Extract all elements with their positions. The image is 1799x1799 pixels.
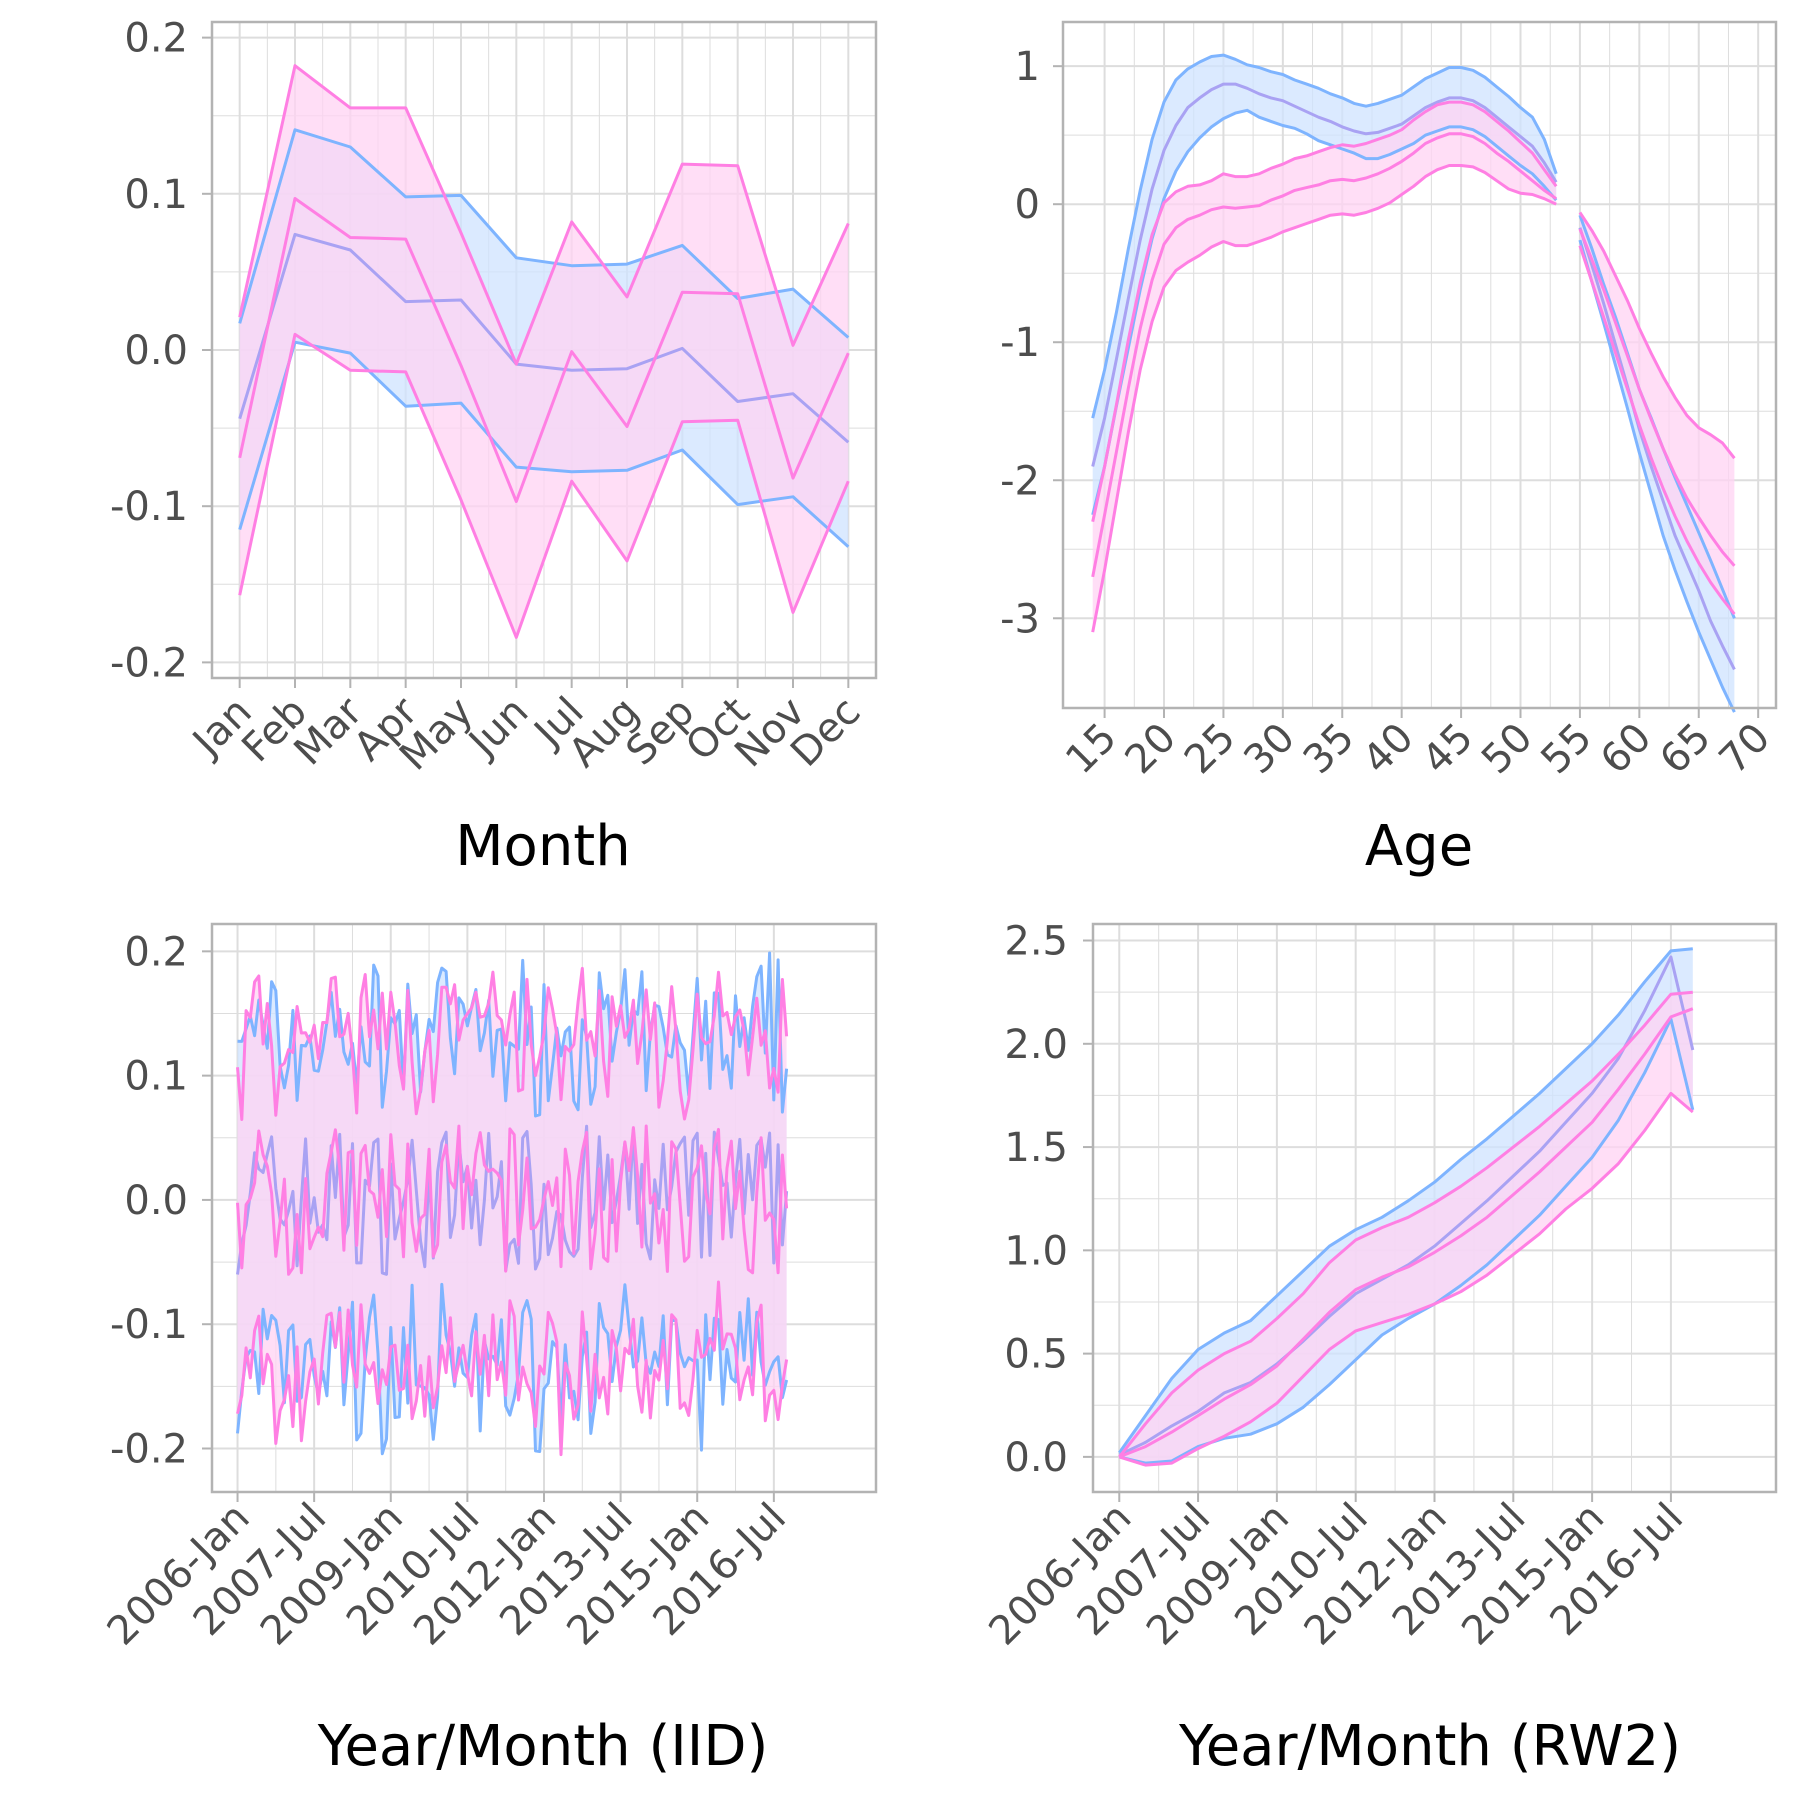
x-tick-label: 15	[1057, 715, 1126, 784]
x-tick-label: 60	[1592, 715, 1661, 784]
line-pink-upper	[236, 966, 789, 1121]
x-axis-title: Year/Month (RW2)	[1178, 1714, 1681, 1779]
line-blue-mean	[1118, 955, 1695, 1457]
y-tick-label: 0.1	[124, 1054, 188, 1100]
y-tick-label: 1.5	[1004, 1125, 1068, 1171]
line-pink-mean	[236, 1124, 789, 1276]
line-pink-upper	[1578, 211, 1736, 460]
x-axis-title: Month	[455, 814, 631, 879]
panel-rw2: 0.00.51.01.52.02.52006-Jan2007-Jul2009-J…	[980, 919, 1778, 1779]
line-pink-lower	[1578, 245, 1736, 616]
band-pink	[239, 65, 849, 638]
x-tick-label: Jun	[459, 689, 538, 768]
x-tick-label: 50	[1473, 715, 1542, 784]
y-tick-label: -0.2	[110, 640, 188, 686]
y-tick-label: 1.0	[1004, 1228, 1068, 1274]
line-blue-mean	[1091, 82, 1558, 467]
line-blue-upper	[238, 128, 850, 339]
line-pink-upper	[238, 64, 850, 366]
x-tick-label: 35	[1295, 715, 1364, 784]
panel-iid: -0.2-0.10.00.10.22006-Jan2007-Jul2009-Ja…	[99, 922, 878, 1779]
plot-frame	[210, 20, 878, 680]
x-tick-label: 65	[1651, 715, 1720, 784]
y-tick-label: 0.1	[124, 172, 188, 218]
y-tick-label: 0.5	[1004, 1332, 1068, 1378]
band-pink	[1092, 102, 1557, 633]
line-blue-lower	[1091, 108, 1558, 516]
band-pink	[237, 968, 787, 1455]
x-tick-label: 45	[1414, 715, 1483, 784]
y-tick-label: 2.5	[1004, 919, 1068, 965]
line-pink-lower	[1118, 1091, 1694, 1467]
x-tick-label: 30	[1235, 715, 1304, 784]
x-tick-label: 55	[1532, 715, 1601, 784]
line-pink-lower	[1091, 164, 1557, 633]
y-tick-label: 0.0	[124, 328, 188, 374]
line-blue-lower	[1578, 239, 1736, 713]
y-tick-label: -3	[1000, 596, 1040, 642]
x-tick-label: Dec	[782, 689, 869, 776]
plot-frame	[1061, 20, 1778, 710]
band-blue	[1092, 55, 1557, 515]
band-pink	[1119, 992, 1693, 1466]
line-pink-mean	[1578, 228, 1736, 567]
y-tick-label: 0.2	[124, 929, 188, 975]
x-tick-label: 20	[1117, 715, 1186, 784]
line-blue-upper	[1091, 53, 1558, 419]
x-tick-label: 70	[1711, 715, 1780, 784]
y-tick-label: -0.2	[110, 1426, 188, 1472]
line-blue-mean	[238, 232, 850, 444]
x-tick-label: 40	[1354, 715, 1423, 784]
line-pink-mean	[1118, 1007, 1694, 1459]
x-tick-label: 25	[1176, 715, 1245, 784]
panel-month: -0.2-0.10.00.10.2JanFebMarAprMayJunJulAu…	[110, 16, 878, 879]
x-axis-title: Year/Month (IID)	[317, 1714, 769, 1779]
line-pink-upper	[1091, 100, 1558, 523]
y-tick-label: 0	[1015, 182, 1040, 228]
y-tick-label: -0.1	[110, 484, 188, 530]
line-pink-lower	[236, 1280, 789, 1457]
x-axis-title: Age	[1365, 814, 1473, 879]
y-tick-label: 0.0	[1004, 1435, 1068, 1481]
line-pink-mean	[238, 197, 850, 503]
y-tick-label: 2.0	[1004, 1022, 1068, 1068]
line-pink-mean	[1091, 132, 1558, 578]
line-blue-mean	[1578, 227, 1736, 671]
y-tick-label: 1	[1015, 44, 1040, 90]
y-tick-label: -2	[1000, 458, 1040, 504]
y-tick-label: 0.2	[124, 16, 188, 62]
y-tick-label: 0.0	[124, 1178, 188, 1224]
line-blue-upper	[1118, 947, 1693, 1454]
line-blue-lower	[238, 340, 850, 548]
plot-frame	[1091, 922, 1778, 1494]
line-blue-mean	[236, 1124, 789, 1276]
line-pink-lower	[238, 332, 850, 639]
y-tick-label: -0.1	[110, 1302, 188, 1348]
line-pink-upper	[1118, 990, 1693, 1458]
plot-frame	[210, 922, 878, 1494]
y-tick-label: -1	[1000, 320, 1040, 366]
